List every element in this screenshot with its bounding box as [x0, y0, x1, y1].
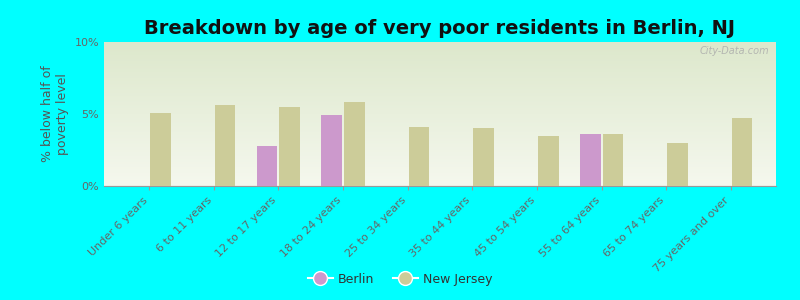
- Bar: [538, 136, 558, 186]
- Bar: [279, 107, 300, 186]
- Title: Breakdown by age of very poor residents in Berlin, NJ: Breakdown by age of very poor residents …: [145, 19, 735, 38]
- Bar: [580, 134, 601, 186]
- Y-axis label: % below half of
poverty level: % below half of poverty level: [41, 66, 69, 162]
- Text: City-Data.com: City-Data.com: [700, 46, 770, 56]
- Bar: [474, 128, 494, 186]
- Bar: [602, 134, 623, 186]
- Bar: [344, 103, 365, 186]
- Bar: [257, 146, 278, 186]
- Bar: [409, 127, 430, 186]
- Bar: [215, 105, 235, 186]
- Bar: [667, 143, 688, 186]
- Bar: [732, 118, 753, 186]
- Bar: [322, 116, 342, 186]
- Bar: [150, 112, 171, 186]
- Legend: Berlin, New Jersey: Berlin, New Jersey: [302, 268, 498, 291]
